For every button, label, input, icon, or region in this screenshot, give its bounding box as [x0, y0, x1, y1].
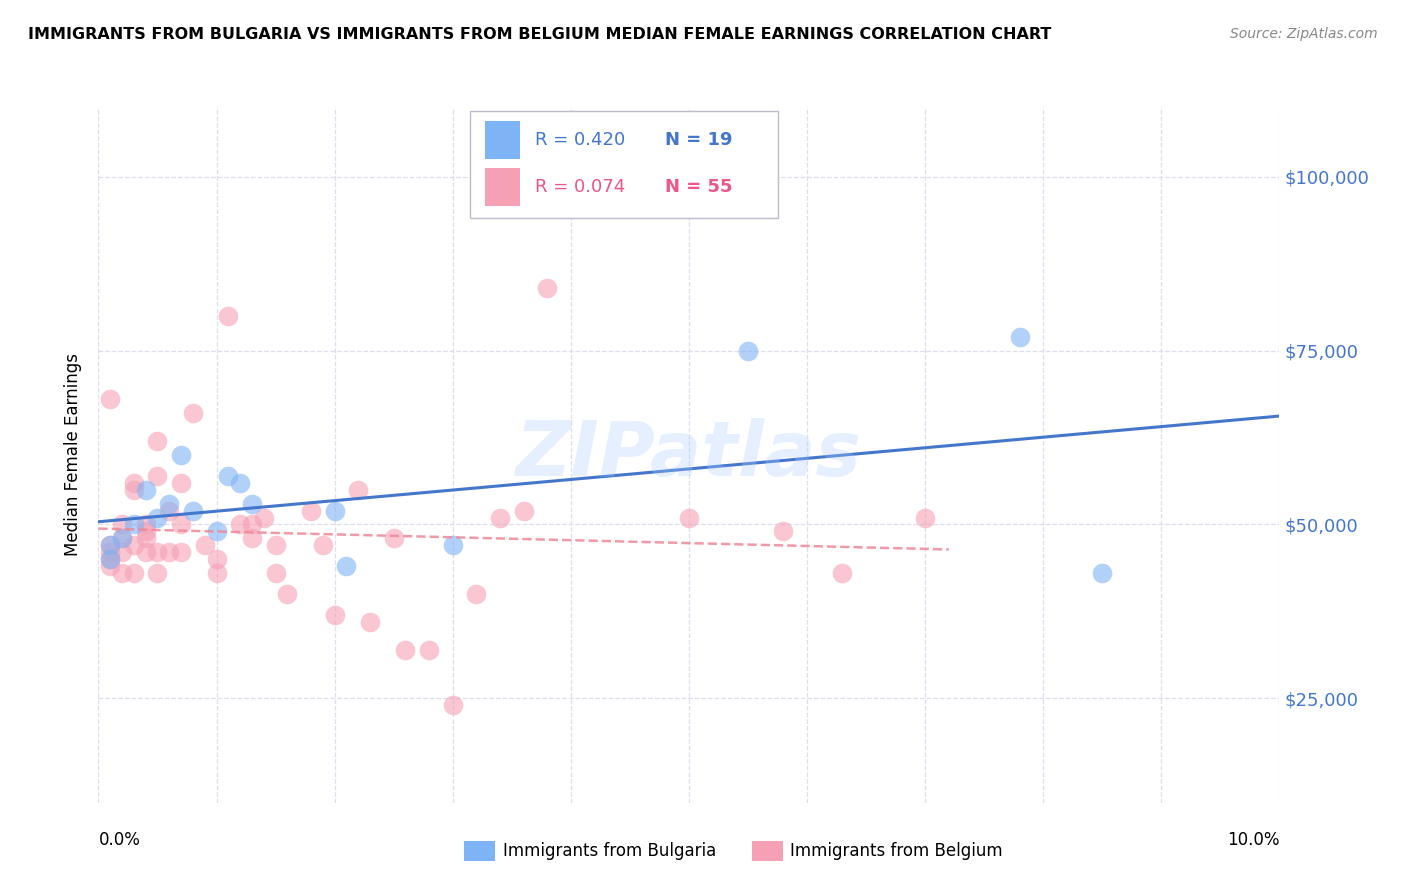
- Point: [122, 566, 145, 581]
- Point: [1008, 329, 1031, 343]
- Point: [831, 566, 853, 581]
- Point: [98, 552, 121, 566]
- Point: [135, 532, 157, 546]
- Y-axis label: Median Female Earnings: Median Female Earnings: [65, 353, 83, 557]
- Point: [122, 475, 145, 490]
- Point: [359, 615, 381, 629]
- Point: [276, 587, 298, 601]
- Point: [146, 545, 169, 559]
- Point: [111, 545, 134, 559]
- Point: [135, 545, 157, 559]
- Point: [737, 343, 759, 358]
- Point: [135, 524, 157, 539]
- Point: [205, 566, 228, 581]
- Point: [146, 510, 169, 524]
- Point: [489, 510, 512, 524]
- Point: [1091, 566, 1114, 581]
- Point: [382, 532, 405, 546]
- Text: IMMIGRANTS FROM BULGARIA VS IMMIGRANTS FROM BELGIUM MEDIAN FEMALE EARNINGS CORRE: IMMIGRANTS FROM BULGARIA VS IMMIGRANTS F…: [28, 27, 1052, 42]
- Text: ZIPatlas: ZIPatlas: [516, 418, 862, 491]
- Point: [536, 281, 558, 295]
- Text: R = 0.074: R = 0.074: [536, 178, 626, 196]
- Text: 0.0%: 0.0%: [98, 830, 141, 848]
- Point: [264, 566, 287, 581]
- Bar: [485, 120, 520, 159]
- Point: [217, 309, 239, 323]
- Point: [418, 642, 440, 657]
- Point: [323, 503, 346, 517]
- Point: [181, 406, 204, 420]
- Point: [441, 538, 464, 552]
- Point: [181, 503, 204, 517]
- Point: [98, 552, 121, 566]
- Bar: [485, 168, 520, 206]
- Point: [170, 475, 193, 490]
- Point: [157, 497, 180, 511]
- Text: R = 0.420: R = 0.420: [536, 131, 626, 149]
- Point: [914, 510, 936, 524]
- Point: [323, 607, 346, 622]
- Point: [335, 559, 357, 574]
- Text: N = 55: N = 55: [665, 178, 733, 196]
- Text: 10.0%: 10.0%: [1227, 830, 1279, 848]
- Point: [98, 545, 121, 559]
- Point: [253, 510, 276, 524]
- Point: [465, 587, 488, 601]
- Text: Immigrants from Bulgaria: Immigrants from Bulgaria: [503, 842, 717, 860]
- Point: [194, 538, 217, 552]
- Point: [111, 532, 134, 546]
- Point: [312, 538, 335, 552]
- Point: [240, 517, 263, 532]
- Point: [264, 538, 287, 552]
- Point: [170, 545, 193, 559]
- Point: [394, 642, 416, 657]
- Point: [122, 517, 145, 532]
- Point: [98, 538, 121, 552]
- Point: [111, 517, 134, 532]
- Point: [122, 538, 145, 552]
- Text: Source: ZipAtlas.com: Source: ZipAtlas.com: [1230, 27, 1378, 41]
- Point: [170, 517, 193, 532]
- Point: [347, 483, 370, 497]
- Point: [135, 517, 157, 532]
- Text: Immigrants from Belgium: Immigrants from Belgium: [790, 842, 1002, 860]
- Point: [217, 468, 239, 483]
- Point: [240, 497, 263, 511]
- Point: [98, 559, 121, 574]
- Text: N = 19: N = 19: [665, 131, 733, 149]
- Point: [146, 434, 169, 448]
- Point: [512, 503, 534, 517]
- Point: [772, 524, 794, 539]
- Point: [205, 552, 228, 566]
- Point: [122, 483, 145, 497]
- Point: [111, 532, 134, 546]
- Point: [229, 517, 252, 532]
- Point: [240, 532, 263, 546]
- Point: [170, 448, 193, 462]
- Point: [678, 510, 700, 524]
- Point: [441, 698, 464, 713]
- Point: [135, 483, 157, 497]
- Point: [98, 392, 121, 407]
- Point: [157, 503, 180, 517]
- Point: [98, 538, 121, 552]
- Point: [229, 475, 252, 490]
- Point: [157, 545, 180, 559]
- FancyBboxPatch shape: [471, 111, 778, 219]
- Point: [205, 524, 228, 539]
- Point: [146, 468, 169, 483]
- Point: [299, 503, 322, 517]
- Point: [111, 566, 134, 581]
- Point: [146, 566, 169, 581]
